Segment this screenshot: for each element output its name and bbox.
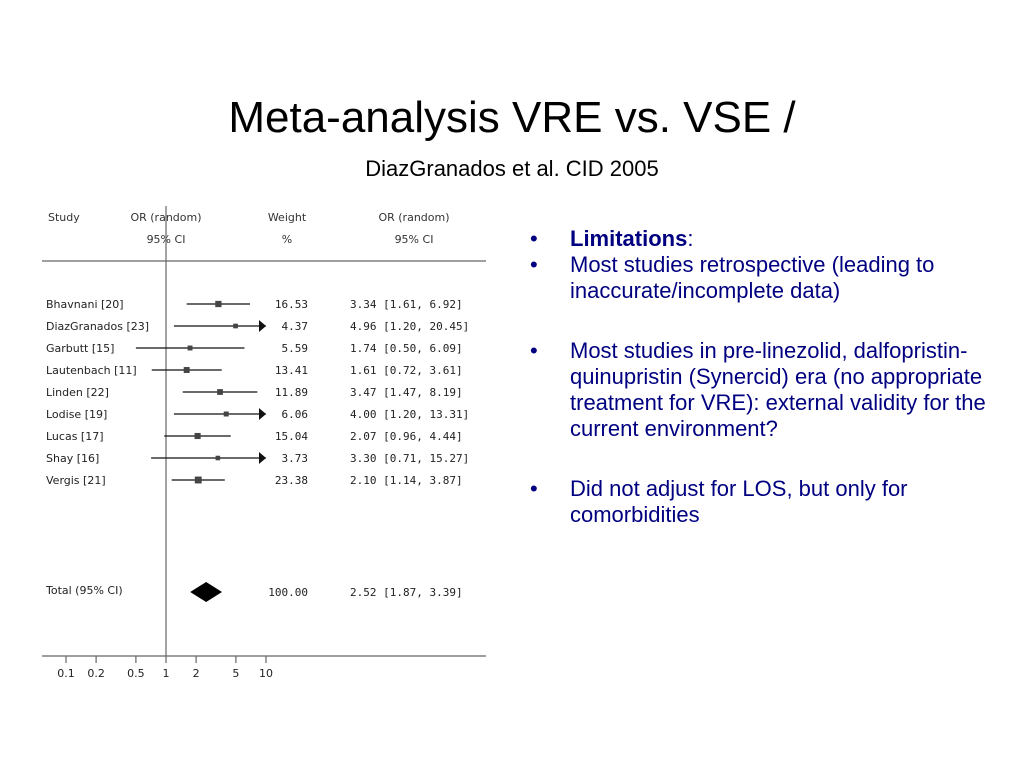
study-or-ci: 4.96 [1.20, 20.45]: [350, 320, 469, 333]
study-row: Shay [16] 3.73 3.30 [0.71, 15.27]: [46, 452, 469, 465]
study-name: Lodise [19]: [46, 408, 107, 421]
ci-arrow: [259, 408, 266, 420]
total-or-ci: 2.52 [1.87, 3.39]: [350, 586, 463, 599]
x-tick-label: 10: [259, 667, 273, 680]
point-estimate: [194, 432, 201, 440]
study-name: Vergis [21]: [46, 474, 106, 487]
ci-arrow: [259, 452, 266, 464]
pooled-diamond: [190, 582, 223, 602]
study-row: Vergis [21] 23.38 2.10 [1.14, 3.87]: [46, 474, 463, 487]
bullet-limitations: Limitations:: [530, 226, 990, 252]
study-name: Bhavnani [20]: [46, 298, 124, 311]
study-weight: 4.37: [282, 320, 309, 333]
study-weight: 15.04: [275, 430, 308, 443]
total-label: Total (95% CI): [45, 584, 123, 597]
study-or-ci: 2.10 [1.14, 3.87]: [350, 474, 463, 487]
x-tick-label: 2: [193, 667, 200, 680]
study-name: Garbutt [15]: [46, 342, 114, 355]
x-tick-label: 0.1: [57, 667, 75, 680]
point-estimate: [233, 323, 238, 329]
point-estimate: [187, 345, 193, 351]
header-weight: Weight: [268, 211, 307, 224]
study-name: DiazGranados [23]: [46, 320, 149, 333]
bullet-pre-linezolid: Most studies in pre-linezolid, dalfopris…: [530, 338, 990, 442]
point-estimate: [215, 455, 221, 461]
bullet-bold-label: Limitations: [570, 226, 688, 251]
study-row: Bhavnani [20] 16.53 3.34 [1.61, 6.92]: [46, 298, 463, 311]
study-weight: 3.73: [282, 452, 309, 465]
study-row: Lautenbach [11] 13.41 1.61 [0.72, 3.61]: [46, 364, 463, 377]
study-weight: 11.89: [275, 386, 308, 399]
bullet-los: Did not adjust for LOS, but only for com…: [530, 476, 990, 528]
study-name: Linden [22]: [46, 386, 109, 399]
study-weight: 23.38: [275, 474, 308, 487]
study-weight: 13.41: [275, 364, 308, 377]
forest-plot: Study OR (random) 95% CI Weight % OR (ra…: [42, 206, 486, 680]
header-or-text-ci: 95% CI: [395, 233, 434, 246]
study-row: Lucas [17] 15.04 2.07 [0.96, 4.44]: [46, 430, 463, 443]
ci-arrow: [259, 320, 266, 332]
study-name: Lautenbach [11]: [46, 364, 137, 377]
header-study: Study: [48, 211, 80, 224]
bullet-retrospective: Most studies retrospective (leading to i…: [530, 252, 990, 304]
study-or-ci: 1.74 [0.50, 6.09]: [350, 342, 463, 355]
study-row: DiazGranados [23] 4.37 4.96 [1.20, 20.45]: [46, 320, 469, 333]
study-or-ci: 2.07 [0.96, 4.44]: [350, 430, 463, 443]
point-estimate: [194, 476, 202, 484]
x-tick-label: 0.2: [87, 667, 105, 680]
study-weight: 5.59: [282, 342, 309, 355]
point-estimate: [223, 411, 229, 417]
point-estimate: [183, 367, 190, 373]
bullet-colon: :: [687, 226, 694, 251]
study-or-ci: 3.47 [1.47, 8.19]: [350, 386, 463, 399]
point-estimate: [217, 389, 223, 395]
study-row: Linden [22] 11.89 3.47 [1.47, 8.19]: [46, 386, 463, 399]
study-name: Lucas [17]: [46, 430, 104, 443]
header-weight-unit: %: [282, 233, 292, 246]
point-estimate: [215, 300, 222, 308]
study-name: Shay [16]: [46, 452, 99, 465]
study-or-ci: 3.34 [1.61, 6.92]: [350, 298, 463, 311]
study-or-ci: 4.00 [1.20, 13.31]: [350, 408, 469, 421]
study-rows: Bhavnani [20] 16.53 3.34 [1.61, 6.92] DiazG…: [46, 298, 469, 487]
total-weight: 100.00: [268, 586, 308, 599]
x-tick-label: 5: [232, 667, 239, 680]
slide-title: Meta-analysis VRE vs. VSE /: [228, 93, 796, 142]
study-row: Lodise [19] 6.06 4.00 [1.20, 13.31]: [46, 408, 469, 421]
total-row: Total (95% CI) 100.00 2.52 [1.87, 3.39]: [45, 582, 463, 602]
header-or-text: OR (random): [378, 211, 449, 224]
study-or-ci: 3.30 [0.71, 15.27]: [350, 452, 469, 465]
study-weight: 16.53: [275, 298, 308, 311]
study-or-ci: 1.61 [0.72, 3.61]: [350, 364, 463, 377]
x-axis-ticks: 0.1 0.2 0.5 1 2 5 10: [57, 656, 273, 680]
x-tick-label: 0.5: [127, 667, 145, 680]
slide-subtitle: DiazGranados et al. CID 2005: [365, 156, 659, 181]
x-tick-label: 1: [163, 667, 170, 680]
bullet-list: Limitations: Most studies retrospective …: [530, 226, 990, 528]
study-weight: 6.06: [282, 408, 309, 421]
study-row: Garbutt [15] 5.59 1.74 [0.50, 6.09]: [46, 342, 463, 355]
